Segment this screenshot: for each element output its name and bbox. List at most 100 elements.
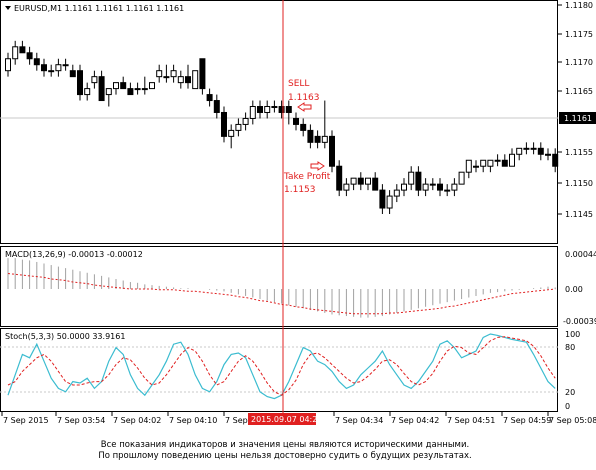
candle-body <box>206 94 213 102</box>
candle-body <box>41 64 47 72</box>
svg-text:7 Sep 2015: 7 Sep 2015 <box>3 416 49 425</box>
svg-text:1.1180: 1.1180 <box>565 1 593 10</box>
svg-text:7 Sep 04:59: 7 Sep 04:59 <box>503 416 551 425</box>
candle-body <box>228 129 235 137</box>
candle-body <box>516 147 523 155</box>
sell-label: SELL <box>288 79 309 89</box>
candle-body <box>98 76 105 102</box>
candle-body <box>149 82 155 90</box>
candle-body <box>437 183 443 191</box>
candle-body <box>221 111 227 137</box>
candle-body <box>329 135 335 167</box>
svg-text:7 Sep 05:08: 7 Sep 05:08 <box>549 416 596 425</box>
svg-text:7 Sep 03:54: 7 Sep 03:54 <box>57 416 105 425</box>
candle-body <box>372 177 379 191</box>
candle-body <box>264 106 271 113</box>
symbol-header: EURUSD,M1 1.1161 1.1161 1.1161 1.1161 <box>14 4 184 13</box>
candle-body <box>55 64 62 72</box>
svg-text:0: 0 <box>565 402 570 411</box>
macd-pane[interactable] <box>0 246 558 327</box>
candle-body <box>473 165 479 168</box>
disclaimer: Все показания индикаторов и значения цен… <box>0 440 570 462</box>
candle-body <box>19 46 26 54</box>
crosshair-time-value: 2015.09.07 04:27 <box>251 415 322 424</box>
svg-text:-0.00039: -0.00039 <box>563 317 596 326</box>
svg-text:0.00044: 0.00044 <box>565 250 596 259</box>
candle-body <box>307 129 314 143</box>
candle-body <box>545 153 551 156</box>
candle-body <box>393 189 400 197</box>
candle-body <box>77 70 83 96</box>
candle-body <box>213 100 220 113</box>
candle-body <box>105 88 112 96</box>
candle-body <box>444 189 451 192</box>
svg-text:7 Sep 04:51: 7 Sep 04:51 <box>447 416 495 425</box>
candle-body <box>458 171 465 185</box>
candle-body <box>300 123 307 131</box>
candle-body <box>163 76 170 79</box>
svg-text:80: 80 <box>565 343 575 352</box>
candle-body <box>141 88 148 91</box>
svg-text:1.1175: 1.1175 <box>565 30 593 39</box>
svg-text:1.1150: 1.1150 <box>565 179 593 188</box>
svg-text:7 Sep 0: 7 Sep 0 <box>225 416 255 425</box>
candle-body <box>530 147 537 150</box>
macd-histogram <box>7 258 556 318</box>
take-profit-label: Take Profit <box>283 172 331 182</box>
candle-body <box>365 177 371 185</box>
candle-body <box>26 52 33 60</box>
candle-body <box>185 76 191 84</box>
candle-body <box>379 189 386 209</box>
current-price-marker <box>559 112 596 124</box>
candle-body <box>537 147 544 155</box>
candle-body <box>120 82 127 90</box>
price-pane[interactable] <box>0 0 558 244</box>
svg-text:20: 20 <box>565 388 575 397</box>
time-axis: 7 Sep 2015 7 Sep 03:54 7 Sep 04:02 7 Sep… <box>1 412 596 425</box>
svg-text:7 Sep 04:34: 7 Sep 04:34 <box>335 416 383 425</box>
candle-body <box>415 171 422 191</box>
candle-body <box>350 177 357 185</box>
stoch-pane[interactable] <box>0 328 558 412</box>
candle-body <box>271 106 278 109</box>
candle-body <box>465 159 472 173</box>
candle-body <box>5 58 11 72</box>
candle-body <box>192 70 199 90</box>
candle-body <box>134 88 141 91</box>
svg-text:100: 100 <box>565 330 580 339</box>
svg-text:1.1170: 1.1170 <box>565 58 593 67</box>
candle-body <box>62 64 69 67</box>
candle-body <box>257 106 263 113</box>
candle-body <box>69 70 76 78</box>
candle-body <box>401 183 407 191</box>
candle-body <box>501 159 508 167</box>
candle-body <box>523 147 530 150</box>
stoch-axis: 100 80 20 0 <box>565 330 580 411</box>
svg-text:1.1145: 1.1145 <box>565 210 593 219</box>
candle-body <box>113 82 119 90</box>
candle-body <box>156 70 163 78</box>
candle-body <box>242 117 249 125</box>
candle-body <box>170 70 177 78</box>
candles <box>5 40 559 214</box>
svg-text:7 Sep 04:42: 7 Sep 04:42 <box>391 416 439 425</box>
candle-body <box>509 153 515 167</box>
candle-body <box>336 165 343 191</box>
crosshair-time-marker <box>248 413 316 425</box>
candle-body <box>451 183 458 191</box>
stoch-header: Stoch(5,3,3) 50.0000 33.9161 <box>5 332 125 341</box>
sell-arrow-icon <box>297 102 312 112</box>
svg-text:1.1155: 1.1155 <box>565 148 593 157</box>
candle-body <box>91 76 98 84</box>
chevron-down-icon[interactable] <box>5 6 11 10</box>
macd-signal-line <box>7 273 556 315</box>
svg-text:7 Sep 04:10: 7 Sep 04:10 <box>169 416 217 425</box>
candle-body <box>33 58 40 66</box>
disclaimer-line-1: Все показания индикаторов и значения цен… <box>100 440 470 450</box>
candle-body <box>408 171 415 185</box>
candle-body <box>357 177 364 185</box>
candle-body <box>127 88 134 96</box>
candle-body <box>552 153 559 167</box>
